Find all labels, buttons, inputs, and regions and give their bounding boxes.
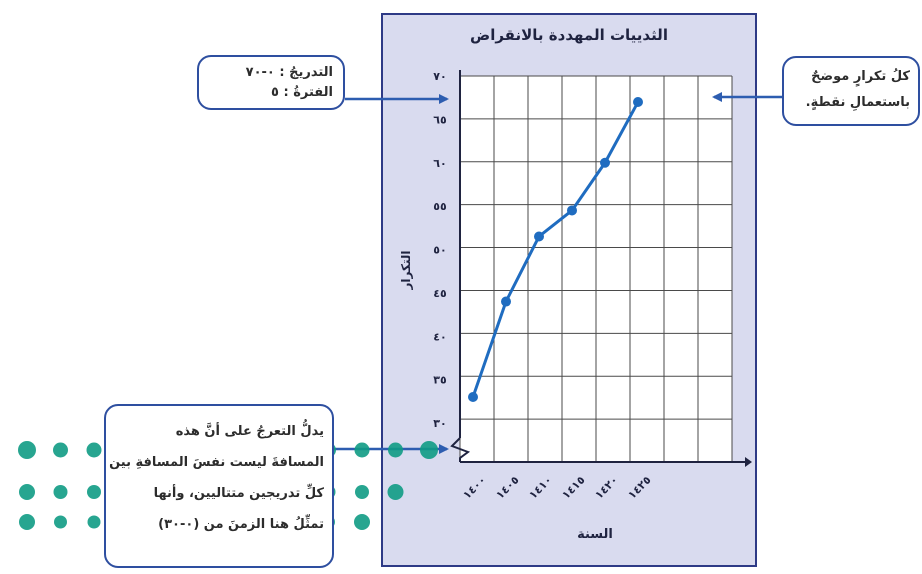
break-callout-line: يدلُّ التعرجُ على أنَّ هذه <box>175 424 324 439</box>
x-tick-label: ١٤٠٠ <box>460 473 488 501</box>
point-callout-line: باستعمالِ نقطةٍ. <box>805 95 910 110</box>
y-tick-label: ٥٥ <box>433 200 447 213</box>
y-axis-label: التكرار <box>399 251 413 291</box>
scale-callout: التدريجُ : ٠-٧٠ الفترةُ : ٥ <box>197 55 345 110</box>
teal-dot <box>354 442 370 458</box>
y-tick-label: ٥٠ <box>433 244 446 257</box>
teal-dot <box>53 442 68 458</box>
point-callout-line: كلُ تكرارٍ موضحٌ <box>811 69 910 84</box>
axis-break-callout: يدلُّ التعرجُ على أنَّ هذه المسافةَ ليست… <box>104 404 334 568</box>
y-tick-label: ٣٠ <box>433 417 446 430</box>
x-axis-arrowhead <box>745 457 752 467</box>
teal-dot <box>54 515 67 529</box>
teal-dot <box>355 485 369 499</box>
point-callout: كلُ تكرارٍ موضحٌ باستعمالِ نقطةٍ. <box>782 56 920 126</box>
x-tick-label: ١٤٢٥ <box>625 473 653 501</box>
data-point <box>468 391 478 402</box>
y-tick-label: ٦٥ <box>433 113 447 126</box>
series <box>468 97 643 402</box>
break-callout-line: كلِّ تدريجين متتاليين، وأنها <box>153 486 324 501</box>
x-tick-label: ١٤١٥ <box>559 473 587 501</box>
teal-dot <box>420 441 438 459</box>
teal-dot <box>18 441 36 459</box>
data-point <box>633 97 643 108</box>
data-point <box>600 157 610 168</box>
scale-callout-line: الفترةُ : ٥ <box>271 85 333 100</box>
grid <box>459 75 733 463</box>
axes <box>450 70 752 467</box>
teal-dot <box>87 485 101 499</box>
y-tick-label: ٤٥ <box>433 287 447 300</box>
x-tick-label: ١٤١٠ <box>526 473 554 501</box>
teal-dot <box>86 442 102 458</box>
chart-title: الثدييات المهددة بالانقراض <box>470 26 668 44</box>
y-tick-label: ٤٠ <box>433 330 446 343</box>
teal-dot <box>354 514 370 530</box>
data-point <box>501 296 511 307</box>
y-tick-label: ٣٥ <box>433 374 447 387</box>
series-line <box>471 101 640 398</box>
y-tick-label: ٧٠ <box>433 70 446 83</box>
teal-dot <box>87 515 101 529</box>
y-tick-label: ٦٠ <box>433 157 446 170</box>
break-callout-line: تمثِّلُ هنا الزمنَ من (٠-٣٠) <box>158 517 324 532</box>
teal-dot <box>19 484 35 500</box>
break-callout-line: المسافةَ ليست نفسَ المسافةِ بين <box>109 455 324 470</box>
axis-break-zigzag <box>450 437 471 462</box>
teal-dot <box>387 484 404 500</box>
x-axis-label: السنة <box>577 527 613 542</box>
teal-dot <box>19 514 35 530</box>
x-tick-label: ١٤٢٠ <box>592 473 620 501</box>
teal-dot <box>388 442 403 458</box>
data-point <box>534 231 544 242</box>
scale-callout-line: التدريجُ : ٠-٧٠ <box>245 65 333 80</box>
data-point <box>567 205 577 216</box>
x-tick-label: ١٤٠٥ <box>493 473 521 501</box>
teal-dot <box>53 485 68 499</box>
